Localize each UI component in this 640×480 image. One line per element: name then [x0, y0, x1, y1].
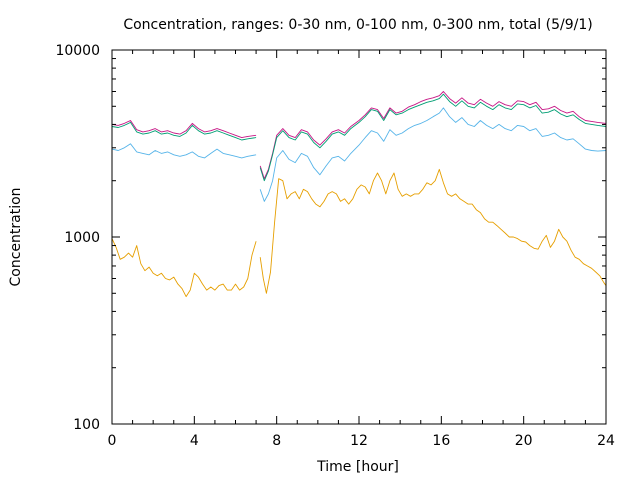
series-line-3	[111, 107, 607, 202]
series-line-1	[111, 91, 607, 180]
x-tick-label-16: 16	[432, 433, 450, 449]
x-axis-label: Time [hour]	[316, 459, 399, 475]
y-axis-label: Concentration	[8, 187, 24, 286]
x-tick-label-4: 4	[190, 433, 199, 449]
x-tick-label-8: 8	[272, 433, 281, 449]
x-tick-label-24: 24	[597, 433, 615, 449]
x-tick-label-12: 12	[350, 433, 368, 449]
y-tick-label-100: 100	[73, 417, 100, 433]
x-tick-label-20: 20	[515, 433, 533, 449]
axis-layer: 0 4 8 12 16 20 24 100 1000 10000	[55, 43, 615, 449]
x-tick-label-0: 0	[108, 433, 117, 449]
series-line-2	[111, 93, 607, 182]
y-tick-label-1000: 1000	[64, 230, 100, 246]
series-line-4	[111, 168, 607, 298]
series-layer	[111, 91, 607, 298]
chart-title: Concentration, ranges: 0-30 nm, 0-100 nm…	[123, 17, 592, 33]
y-tick-label-10000: 10000	[55, 43, 100, 59]
